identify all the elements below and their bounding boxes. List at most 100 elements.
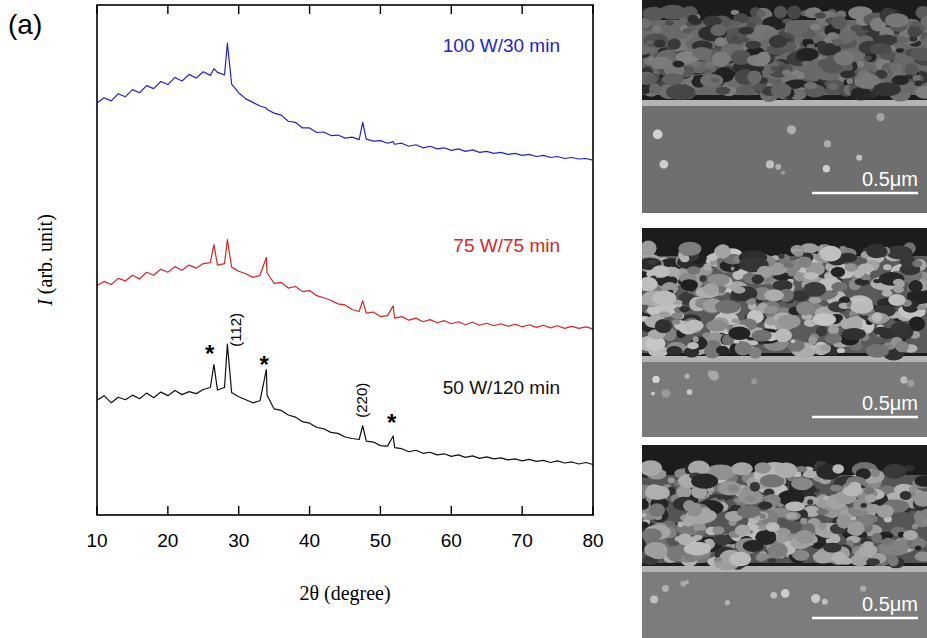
sem-substrate <box>642 100 927 213</box>
sem-grain <box>728 326 750 340</box>
sem-substrate <box>642 566 927 638</box>
sem-grain <box>680 279 698 291</box>
scale-bar-label: 0.5μm <box>862 392 918 414</box>
sem-grain <box>642 528 662 541</box>
sem-grain <box>888 294 905 306</box>
sem-grain <box>771 83 791 99</box>
x-tick-top <box>238 5 239 14</box>
sem-grain <box>920 518 927 524</box>
sem-grain <box>909 485 918 492</box>
plot-area <box>97 5 593 515</box>
peak-marker: * <box>387 409 397 436</box>
sem-speck <box>650 595 658 603</box>
sem-grain <box>903 530 918 540</box>
sem-image <box>642 0 927 213</box>
sem-grain <box>842 328 866 340</box>
sem-grain <box>776 532 788 544</box>
sem-grain <box>813 542 822 548</box>
sem-grain <box>692 47 712 59</box>
sem-grain <box>715 37 727 46</box>
sem-grain <box>879 272 905 286</box>
sem-grain <box>895 341 908 352</box>
sem-speck <box>709 371 719 381</box>
sem-speck <box>775 164 781 170</box>
sem-grain <box>672 319 681 324</box>
sem-grain <box>830 485 843 492</box>
sem-grain <box>809 23 821 30</box>
sem-grain <box>683 28 692 33</box>
sem-grain <box>820 246 842 262</box>
sem-grain <box>756 10 766 18</box>
figure: 10203040506070802θ (degree)I (arb. unit)… <box>0 0 927 638</box>
sem-grain <box>760 513 766 519</box>
sem-grain <box>687 342 699 349</box>
sem-grain <box>802 61 812 66</box>
sem-grain <box>864 56 871 61</box>
sem-speck <box>860 586 866 592</box>
sem-grain <box>870 43 892 55</box>
sem-grain <box>882 538 893 546</box>
sem-grain <box>831 267 845 278</box>
sem-grain <box>791 478 813 491</box>
sem-grain <box>787 339 804 352</box>
sem-grain <box>745 41 761 49</box>
sem-grain <box>668 477 675 483</box>
x-tick-top <box>309 5 310 14</box>
sem-grain <box>717 495 725 500</box>
sem-grain <box>817 41 826 48</box>
sem-grain <box>642 513 647 517</box>
sem-grain <box>745 496 755 502</box>
sem-grain <box>871 533 882 543</box>
sem-grain <box>914 80 922 86</box>
scale-bar <box>812 192 918 195</box>
sem-grain <box>883 264 892 270</box>
sem-grain <box>710 261 718 266</box>
sem-grain <box>786 513 798 519</box>
sem-speck <box>725 600 730 605</box>
sem-grain <box>857 263 874 272</box>
sem-grain <box>716 346 729 355</box>
sem-grain <box>793 251 804 257</box>
sem-grain <box>793 550 810 561</box>
sem-grain <box>649 503 665 517</box>
sem-grain <box>769 35 788 48</box>
sem-grain <box>851 301 874 314</box>
x-tick <box>451 506 452 515</box>
series-label: 50 W/120 min <box>443 377 560 398</box>
sem-speck <box>876 113 884 121</box>
x-tick-top <box>96 5 97 14</box>
sem-grain <box>760 271 766 275</box>
sem-speck <box>751 379 757 385</box>
sem-grain <box>711 78 720 83</box>
sem-grain <box>882 290 893 297</box>
sem-grain <box>715 300 741 313</box>
sem-grain <box>915 551 927 561</box>
sem-grain <box>684 542 711 556</box>
sem-grain <box>718 481 741 495</box>
x-tick-label: 10 <box>86 530 107 551</box>
x-tick <box>521 506 522 515</box>
sem-speck <box>662 585 669 592</box>
data-lines <box>97 43 593 464</box>
sem-grain <box>732 319 739 323</box>
sem-grain <box>730 21 740 26</box>
sem-grain <box>812 313 836 326</box>
sem-grain <box>731 462 753 475</box>
sem-grain <box>667 546 683 561</box>
sem-grain <box>712 526 724 534</box>
sem-grain <box>688 529 695 535</box>
sem-grain <box>714 558 722 562</box>
sem-speck <box>824 140 831 147</box>
sem-grain <box>645 485 670 500</box>
series-label: 75 W/75 min <box>453 235 560 256</box>
sem-grain <box>817 59 836 69</box>
sem-grain <box>831 282 847 292</box>
sem-grain <box>866 243 886 258</box>
sem-grain <box>752 330 772 342</box>
sem-grain <box>821 344 831 351</box>
sem-grain <box>755 83 765 91</box>
sem-grain <box>775 463 798 478</box>
sem-grain <box>864 487 875 494</box>
sem-grain <box>691 474 718 489</box>
sem-speck <box>787 125 796 134</box>
